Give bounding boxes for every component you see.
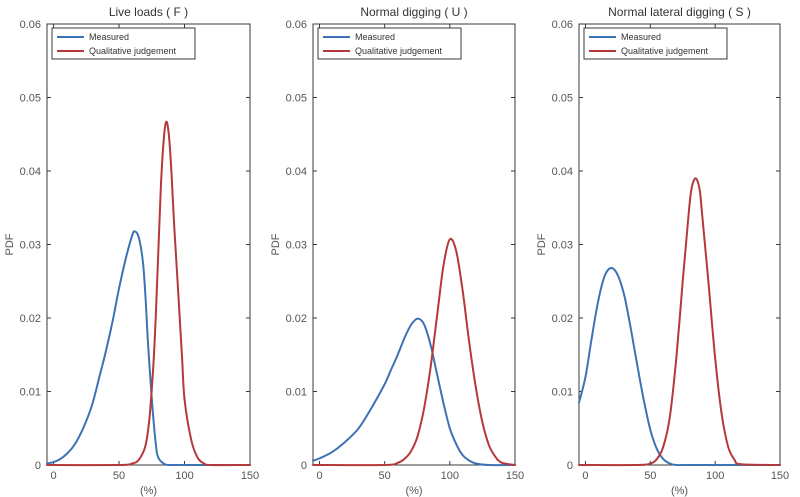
x-tick-label: 0 [316,470,322,482]
y-axis-label-3: PDF [536,233,548,255]
y-tick-label: 0.06 [552,19,573,31]
y-tick-label: 0.01 [20,387,41,399]
y-tick-label: 0 [301,460,307,472]
legend-entry: Qualitative judgement [89,46,177,56]
y-tick-label: 0.04 [286,166,307,178]
series-line-measured [312,317,516,467]
y-tick-label: 0.03 [552,240,573,252]
x-tick-label: 50 [379,470,391,482]
y-tick-label: 0.04 [552,166,573,178]
y-tick-label: 0 [567,460,573,472]
legend-entry: Qualitative judgement [355,46,443,56]
y-tick-label: 0.05 [552,93,573,105]
chart-title-3: Normal lateral digging ( S ) [608,5,751,19]
series-line-measured [46,230,251,467]
y-tick-label: 0.06 [20,19,41,31]
axes-frame-3 [578,23,781,466]
y-tick-label: 0.05 [286,93,307,105]
y-tick-label: 0.05 [20,93,41,105]
y-tick-label: 0.01 [286,387,307,399]
y-tick-label: 0.03 [286,240,307,252]
axes-frame-2 [312,23,516,466]
x-axis-label-2: (%) [405,485,422,497]
x-tick-label: 50 [644,470,656,482]
chart-title-2: Normal digging ( U ) [360,5,467,19]
legend-box [583,27,728,60]
x-axis-label-1: (%) [140,485,157,497]
x-tick-label: 100 [175,470,193,482]
x-tick-label: 50 [113,470,125,482]
y-axis-label-1: PDF [4,233,16,255]
y-tick-label: 0.02 [286,313,307,325]
y-tick-label: 0.02 [20,313,41,325]
legend-box [51,27,196,60]
x-tick-label: 150 [506,470,524,482]
x-tick-label: 100 [441,470,459,482]
x-tick-label: 0 [50,470,56,482]
y-tick-label: 0.04 [20,166,41,178]
x-tick-label: 100 [706,470,724,482]
chart-title-1: Live loads ( F ) [109,5,188,19]
legend-box [317,27,462,60]
x-tick-label: 0 [582,470,588,482]
y-axis-label-2: PDF [270,233,282,255]
axes-frame-1 [46,23,251,466]
series-line-qualitative-judgement [312,237,516,467]
legend-entry: Measured [621,32,661,42]
y-tick-label: 0.03 [20,240,41,252]
y-tick-label: 0.01 [552,387,573,399]
legend-entry: Qualitative judgement [621,46,709,56]
legend-entry: Measured [355,32,395,42]
y-tick-label: 0 [35,460,41,472]
y-tick-label: 0.06 [286,19,307,31]
series-line-measured [578,267,781,467]
legend-entry: Measured [89,32,129,42]
series-line-qualitative-judgement [578,177,781,467]
y-tick-label: 0.02 [552,313,573,325]
x-axis-label-3: (%) [671,485,688,497]
series-line-qualitative-judgement [46,120,251,467]
x-tick-label: 150 [241,470,259,482]
x-tick-label: 150 [771,470,789,482]
